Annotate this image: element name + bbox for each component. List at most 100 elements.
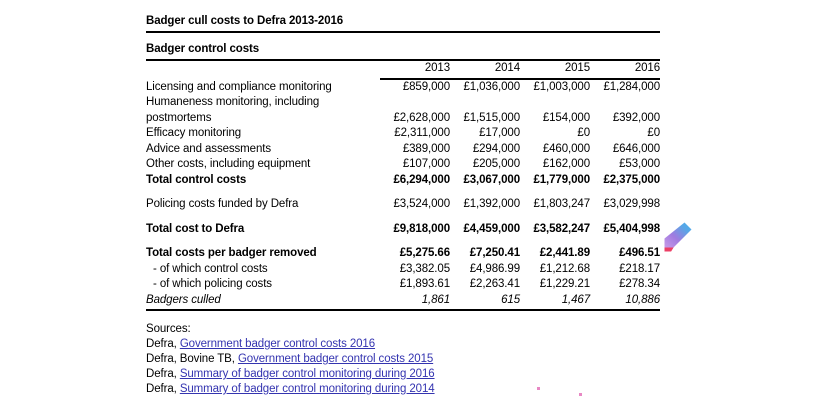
source-prefix: Defra, Bovine TB,	[146, 353, 238, 365]
cell-2016: £5,404,998	[603, 222, 660, 235]
source-link-summary-badger-control-monitoring-2014[interactable]: Summary of badger control monitoring dur…	[179, 383, 435, 395]
source-prefix: Defra,	[146, 338, 180, 350]
source-link-summary-badger-control-monitoring-2016[interactable]: Summary of badger control monitoring dur…	[179, 368, 435, 380]
cell-2013: £5,275.66	[399, 247, 450, 259]
cell-2015: £1,212.68	[539, 262, 590, 275]
source-entry: Defra, Summary of badger control monitor…	[146, 367, 435, 382]
cell-2016: £1,284,000	[603, 80, 660, 93]
row-label: Efficacy monitoring	[146, 127, 242, 139]
cell-2014: £17,000	[479, 127, 520, 139]
cell-2015: £1,003,000	[533, 80, 590, 93]
cell-2015: £0	[577, 127, 590, 139]
cell-2014: £1,515,000	[463, 111, 520, 124]
table-row-total-cost-to-defra: Total cost to Defra £9,818,000 £4,459,00…	[146, 213, 660, 238]
table-row: - of which policing costs £1,893.61 £2,2…	[146, 277, 660, 293]
table-row: Efficacy monitoring £2,311,000 £17,000 £…	[146, 126, 660, 142]
artifact-speck	[537, 387, 540, 390]
column-header-label	[146, 61, 380, 79]
cell-2013: £2,311,000	[394, 127, 450, 139]
table-header-row: 2013 2014 2015 2016	[146, 61, 660, 80]
table-body: Licensing and compliance monitoring £859…	[146, 79, 660, 311]
cell-2016: £496.51	[619, 247, 660, 259]
section-heading-band: Badger control costs	[146, 42, 660, 61]
source-link-government-badger-control-costs-2016[interactable]: Government badger control costs 2016	[179, 338, 376, 350]
document-body: Badger cull costs to Defra 2013-2016 Bad…	[146, 14, 660, 311]
cell-2014: £294,000	[472, 142, 520, 155]
cell-2015: £1,803,247	[533, 198, 590, 210]
table-row: Other costs, including equipment £107,00…	[146, 157, 660, 173]
cell-2015: £460,000	[542, 142, 590, 155]
column-header-2015: 2015	[520, 61, 590, 80]
source-prefix: Defra,	[146, 383, 180, 395]
cell-2016: £646,000	[612, 142, 660, 155]
row-label: Other costs, including equipment	[146, 158, 311, 170]
cell-2013: £107,000	[402, 158, 450, 170]
row-label: Licensing and compliance monitoring	[146, 80, 332, 93]
badger-cost-table: 2013 2014 2015 2016 Licensing and compli…	[146, 61, 660, 311]
cell-2013: £1,893.61	[399, 278, 450, 290]
cell-2016: £218.17	[619, 262, 660, 275]
cell-2015: £154,000	[542, 111, 590, 124]
cell-2016: £392,000	[612, 111, 660, 124]
table-row: Humaneness monitoring, including postmor…	[146, 95, 660, 126]
cell-2013: £3,382.05	[399, 262, 450, 275]
cell-2014: £4,986.99	[469, 262, 520, 275]
row-label: Total control costs	[146, 173, 247, 186]
cell-2015: £2,441.89	[539, 247, 590, 259]
cell-2015: £1,779,000	[533, 173, 590, 186]
cell-2013: 1,861	[380, 292, 450, 311]
cell-2015: 1,467	[520, 292, 590, 311]
table-row: - of which control costs £3,382.05 £4,98…	[146, 262, 660, 278]
cell-2014: 615	[450, 292, 520, 311]
cell-2015: £162,000	[542, 158, 590, 170]
document-title-band: Badger cull costs to Defra 2013-2016	[146, 14, 660, 33]
cell-2016: £3,029,998	[603, 198, 660, 210]
cell-2014: £4,459,000	[463, 222, 520, 235]
row-label: Badgers culled	[146, 292, 380, 311]
cell-2015: £1,229.21	[539, 278, 590, 290]
row-label: Policing costs funded by Defra	[146, 198, 299, 210]
section-heading: Badger control costs	[146, 43, 260, 55]
cell-2013: £389,000	[402, 142, 450, 155]
sources-heading: Sources:	[146, 323, 191, 335]
cell-2013: £859,000	[402, 80, 450, 93]
artifact-speck	[579, 393, 582, 396]
cell-2016: £2,375,000	[603, 173, 660, 186]
title-section-gap	[146, 33, 660, 42]
table-row: Licensing and compliance monitoring £859…	[146, 79, 660, 96]
table-row: Advice and assessments £389,000 £294,000…	[146, 142, 660, 158]
cell-2016: £278.34	[619, 278, 660, 290]
cell-2014: £1,392,000	[463, 198, 520, 210]
row-label: Humaneness monitoring, including postmor…	[146, 96, 320, 124]
cell-2014: £3,067,000	[463, 173, 520, 186]
source-link-government-badger-control-costs-2015[interactable]: Government badger control costs 2015	[237, 353, 434, 365]
source-prefix: Defra,	[146, 368, 180, 380]
cell-2014: £2,263.41	[469, 278, 520, 290]
source-entry: Defra, Bovine TB, Government badger cont…	[146, 352, 435, 367]
table-row-cost-per-badger: Total costs per badger removed £5,275.66…	[146, 237, 660, 262]
row-label: - of which control costs	[153, 262, 268, 275]
row-label: Total cost to Defra	[146, 222, 245, 235]
page-title: Badger cull costs to Defra 2013-2016	[146, 15, 344, 27]
row-label: Advice and assessments	[146, 142, 272, 155]
column-header-2016: 2016	[590, 61, 660, 80]
cell-2016: £0	[647, 127, 660, 139]
column-header-2013: 2013	[380, 61, 450, 80]
cell-2016: £53,000	[619, 158, 660, 170]
cell-2013: £3,524,000	[393, 198, 450, 210]
source-entry: Defra, Government badger control costs 2…	[146, 337, 435, 352]
column-header-2014: 2014	[450, 61, 520, 80]
row-label: - of which policing costs	[153, 278, 272, 290]
cell-2014: £7,250.41	[469, 247, 520, 259]
sources-block: Sources: Defra, Government badger contro…	[146, 322, 435, 397]
cell-2014: £205,000	[472, 158, 520, 170]
cell-2016: 10,886	[590, 292, 660, 311]
row-label: Total costs per badger removed	[146, 247, 317, 259]
table-row-total-control-costs: Total control costs £6,294,000 £3,067,00…	[146, 173, 660, 189]
table-row-badgers-culled: Badgers culled 1,861 615 1,467 10,886	[146, 292, 660, 311]
cell-2013: £9,818,000	[393, 222, 450, 235]
cell-2013: £2,628,000	[393, 111, 450, 124]
cell-2015: £3,582,247	[533, 222, 590, 235]
cell-2014: £1,036,000	[463, 80, 520, 93]
source-entry: Defra, Summary of badger control monitor…	[146, 382, 435, 397]
